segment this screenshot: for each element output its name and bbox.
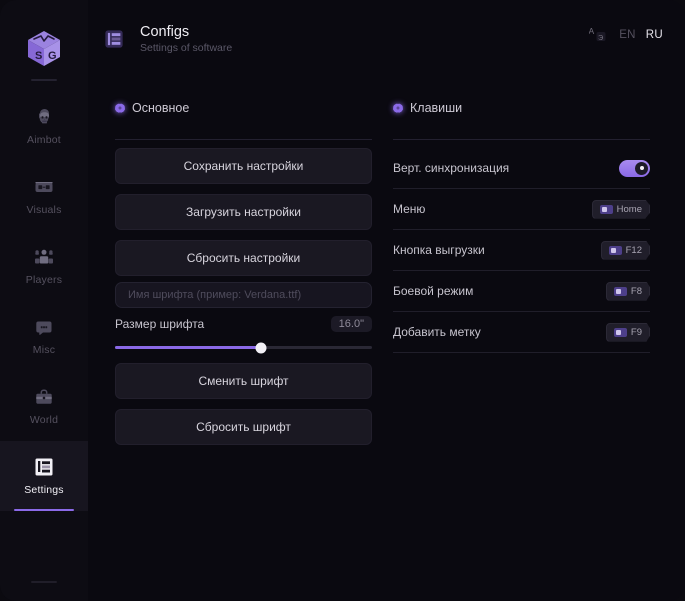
svg-text:A: A: [589, 26, 595, 36]
svg-text:G: G: [48, 50, 57, 62]
svg-text:S: S: [35, 50, 42, 62]
svg-text:Э: Э: [598, 33, 603, 42]
